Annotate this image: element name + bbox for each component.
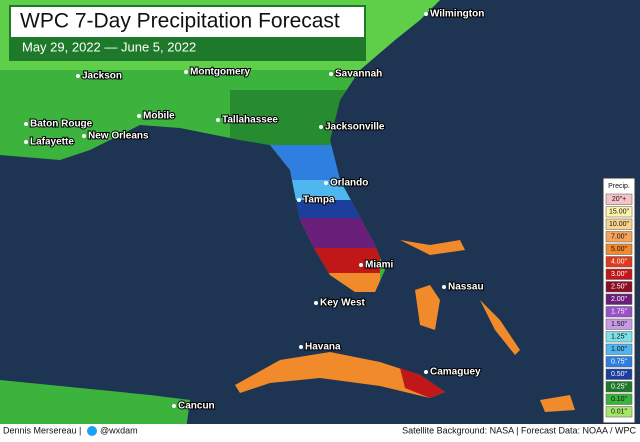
city-label: Tampa	[303, 195, 335, 206]
city-label: Key West	[320, 298, 366, 309]
city-label: Baton Rouge	[30, 119, 93, 130]
legend-swatch	[605, 343, 633, 355]
title: WPC 7-Day Precipitation Forecast	[20, 10, 340, 33]
legend-swatch	[605, 281, 633, 293]
legend-label: 1.00"	[611, 346, 628, 353]
legend-label: 2.00"	[611, 296, 628, 303]
city-label: Jacksonville	[325, 122, 385, 133]
city-dot	[424, 12, 428, 16]
legend-swatch	[605, 331, 633, 343]
city-dot	[299, 345, 303, 349]
legend-label: 20"+	[612, 196, 626, 203]
legend-title: Precip.	[608, 183, 630, 190]
legend-swatch	[605, 268, 633, 280]
city-dot	[82, 134, 86, 138]
city-dot	[137, 114, 141, 118]
city-dot	[319, 125, 323, 129]
city-label: Tallahassee	[222, 115, 278, 126]
legend-label: 0.75"	[611, 359, 628, 366]
legend-label: 3.00"	[611, 271, 628, 278]
city-label: New Orleans	[88, 131, 149, 142]
legend-swatch	[605, 306, 633, 318]
legend-swatch	[605, 218, 633, 230]
city-dot	[76, 74, 80, 78]
city-label: Miami	[365, 260, 394, 271]
twitter-icon	[87, 426, 97, 436]
yucatan	[0, 380, 190, 437]
footer-bar	[0, 424, 640, 437]
city-label: Orlando	[330, 178, 368, 189]
city-label: Camaguey	[430, 367, 481, 378]
city-dot	[359, 263, 363, 267]
legend-label: 2.50"	[611, 284, 628, 291]
city-dot	[216, 118, 220, 122]
legend-swatch	[605, 243, 633, 255]
city-label: Wilmington	[430, 9, 484, 20]
city-dot	[442, 285, 446, 289]
legend-swatch	[605, 318, 633, 330]
city-label: Lafayette	[30, 137, 74, 148]
legend-swatch	[605, 193, 633, 205]
legend-label: 5.00"	[611, 246, 628, 253]
city-dot	[184, 70, 188, 74]
city-dot	[297, 198, 301, 202]
bahamas	[400, 240, 575, 412]
legend-swatch	[605, 393, 633, 405]
city-dot	[329, 72, 333, 76]
legend-label: 0.50"	[611, 371, 628, 378]
city-dot	[24, 140, 28, 144]
legend-swatch	[605, 206, 633, 218]
city-label: Savannah	[335, 69, 382, 80]
city-label: Mobile	[143, 111, 175, 122]
city-label: Montgomery	[190, 67, 250, 78]
legend-swatch	[605, 406, 633, 418]
city-dot	[324, 181, 328, 185]
city-label: Jackson	[82, 71, 122, 82]
cuba	[235, 352, 445, 398]
legend-swatch	[605, 368, 633, 380]
city-label: Nassau	[448, 282, 484, 293]
legend-label: 7.00"	[611, 234, 628, 241]
city-label: Cancun	[178, 401, 215, 412]
legend-label: 0.10"	[611, 396, 628, 403]
city-dot	[424, 370, 428, 374]
legend-swatch	[605, 231, 633, 243]
legend-label: 4.00"	[611, 259, 628, 266]
legend-label: 1.75"	[611, 309, 628, 316]
footer-handle: @wxdam	[100, 425, 138, 435]
legend-swatch	[605, 356, 633, 368]
legend-label: 1.25"	[611, 334, 628, 341]
cuba-east	[400, 368, 445, 398]
legend-swatch	[605, 256, 633, 268]
legend-label: 15.00"	[609, 209, 630, 216]
footer-author: Dennis Mersereau |	[3, 425, 81, 435]
legend-swatch	[605, 381, 633, 393]
footer-credits: Satellite Background: NASA | Forecast Da…	[402, 425, 636, 435]
legend-label: 1.50"	[611, 321, 628, 328]
legend-label: 10.00"	[609, 221, 630, 228]
legend-label: 0.25"	[611, 384, 628, 391]
subtitle: May 29, 2022 — June 5, 2022	[22, 39, 196, 54]
city-dot	[314, 301, 318, 305]
legend-label: 0.01"	[611, 409, 628, 416]
legend-swatch	[605, 293, 633, 305]
city-label: Havana	[305, 342, 341, 353]
city-dot	[24, 122, 28, 126]
city-dot	[172, 404, 176, 408]
subtitle-bar	[11, 37, 364, 59]
